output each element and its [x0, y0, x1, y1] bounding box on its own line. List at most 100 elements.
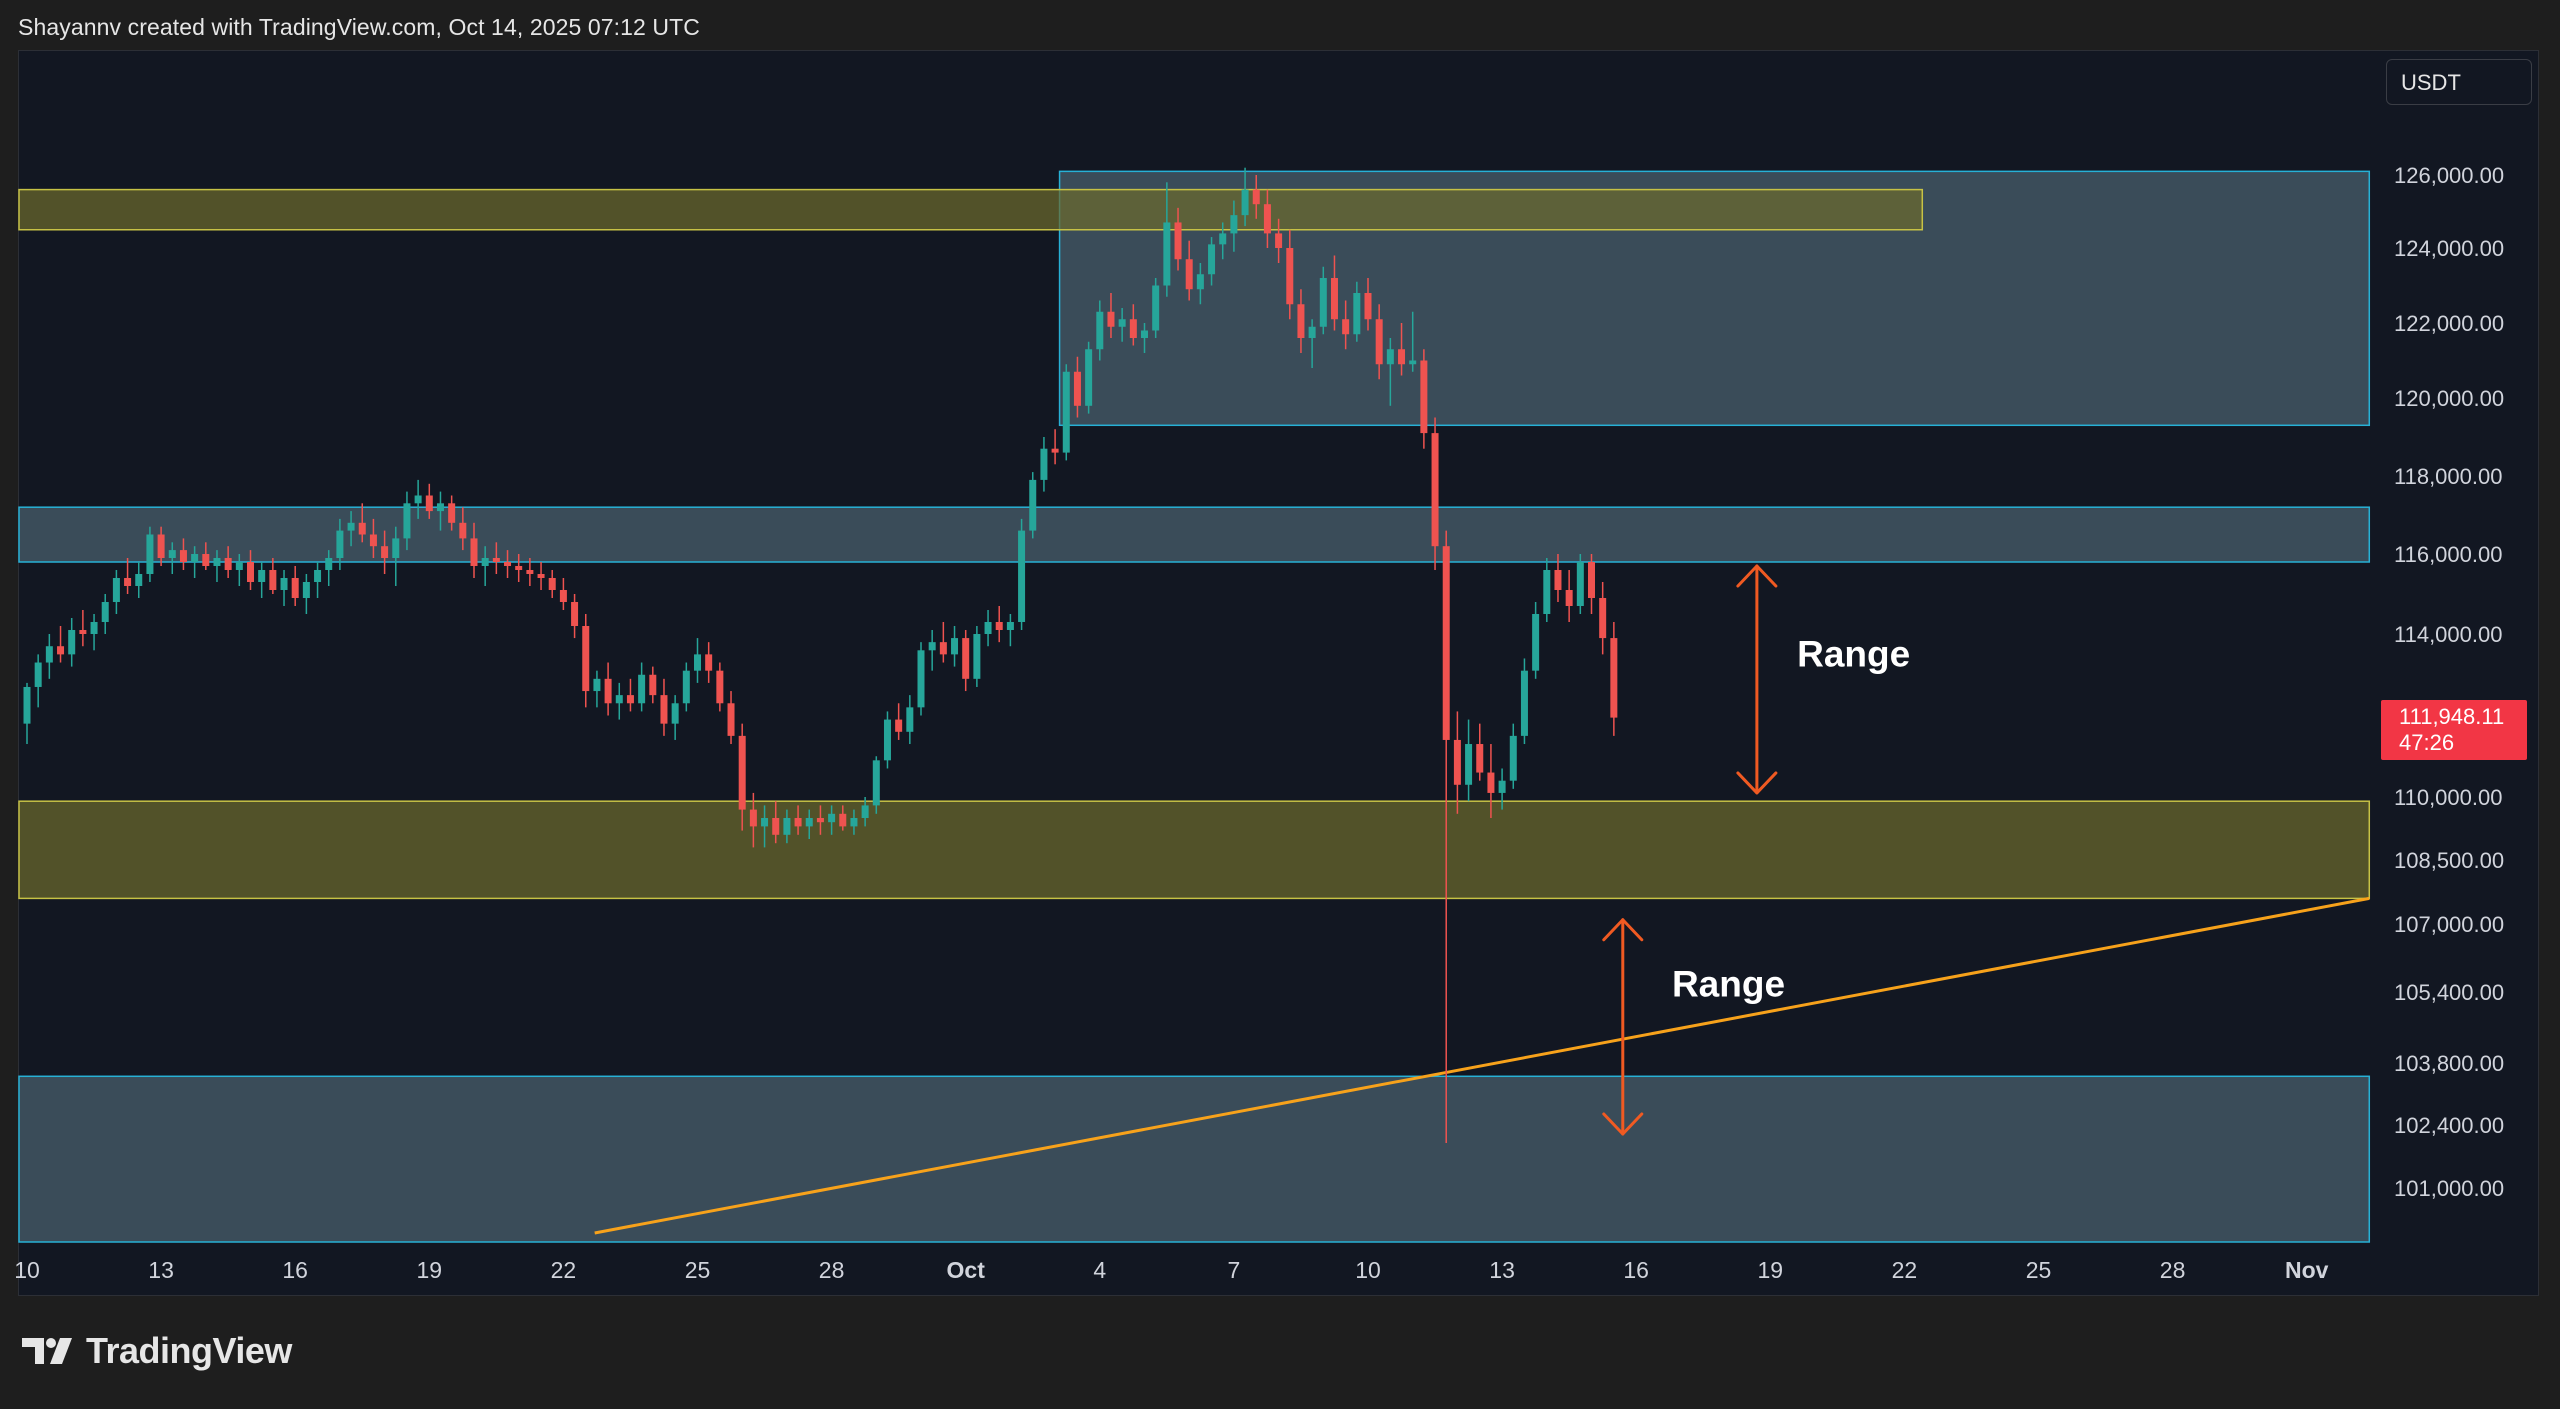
candle: [593, 670, 601, 708]
candle: [168, 542, 176, 574]
range-arrow[interactable]: [1736, 564, 1778, 795]
candle: [1364, 278, 1372, 331]
zones-layer: [18, 170, 2371, 1243]
candle: [1498, 768, 1506, 810]
chart-attribution: Shayannv created with TradingView.com, O…: [18, 14, 700, 40]
candle: [1330, 255, 1338, 331]
x-axis-label: 19: [417, 1257, 443, 1283]
ascending-trendline[interactable]: [594, 896, 2370, 1235]
candle: [1107, 293, 1115, 338]
candle: [1018, 518, 1026, 630]
y-axis: 126,000.00 124,000.00 122,000.00 120,000.00…: [2394, 163, 2504, 1201]
price-chart[interactable]: Range Range 126,000.00 124,000.00 122,000.0…: [0, 0, 2560, 1300]
candle: [749, 792, 757, 848]
candle: [1174, 207, 1182, 271]
x-axis-label: 25: [685, 1257, 711, 1283]
candle: [1509, 723, 1517, 789]
candle: [571, 594, 579, 639]
candle: [783, 809, 791, 844]
candle: [34, 654, 42, 708]
resistance-zone[interactable]: [18, 506, 2371, 563]
candle: [459, 507, 467, 551]
candle: [928, 630, 936, 671]
demand-zone-lower[interactable]: [18, 1075, 2371, 1243]
support-zone[interactable]: [18, 800, 2371, 900]
currency-selector[interactable]: USDT: [2386, 59, 2532, 105]
x-axis-label: Oct: [947, 1257, 986, 1283]
candle: [1554, 554, 1562, 602]
candle: [1520, 658, 1528, 745]
candle: [705, 642, 713, 683]
candle: [649, 666, 657, 704]
candle: [1297, 289, 1305, 353]
x-axis-label: 13: [1489, 1257, 1515, 1283]
candle: [1118, 308, 1126, 342]
candle: [738, 723, 746, 831]
last-price-value: 111,948.11: [2399, 704, 2505, 729]
resistance-zone-top[interactable]: [18, 188, 1924, 231]
candle: [481, 546, 489, 586]
candle: [761, 805, 769, 848]
y-axis-label: 122,000.00: [2394, 311, 2504, 336]
candle: [179, 538, 187, 570]
candle: [1342, 300, 1350, 350]
candle: [861, 797, 869, 827]
x-axis-label: 16: [282, 1257, 308, 1283]
candle: [213, 550, 221, 582]
x-axis-label: 22: [1892, 1257, 1918, 1283]
y-axis-label: 105,400.00: [2394, 980, 2504, 1005]
candle: [1308, 319, 1316, 368]
candle: [1386, 338, 1394, 406]
candle: [1230, 200, 1238, 252]
candle: [1420, 349, 1428, 449]
candle: [68, 618, 76, 667]
candle: [1599, 582, 1607, 655]
candle: [515, 554, 523, 582]
x-axis-label: 10: [1355, 1257, 1381, 1283]
candle: [1353, 281, 1361, 342]
candle: [1219, 222, 1227, 260]
candle: [872, 756, 880, 814]
candle: [135, 562, 143, 598]
candle: [671, 695, 679, 740]
candle: [1476, 723, 1484, 781]
y-axis-label: 103,800.00: [2394, 1051, 2504, 1076]
candle: [939, 622, 947, 663]
candle: [112, 570, 120, 614]
tradingview-logo[interactable]: TradingView: [22, 1330, 292, 1372]
x-axis-label: 10: [14, 1257, 40, 1283]
candle: [805, 809, 813, 839]
candle: [314, 562, 322, 598]
candle: [638, 662, 646, 712]
x-axis-label: 13: [148, 1257, 174, 1283]
candle: [1275, 218, 1283, 263]
candle: [973, 626, 981, 687]
candle: [1208, 237, 1216, 286]
candle: [392, 526, 400, 586]
candle: [1588, 554, 1595, 614]
candle: [660, 678, 668, 736]
range-label: Range: [1797, 634, 1910, 675]
candle: [1129, 304, 1137, 346]
candle: [358, 503, 366, 543]
candle: [772, 801, 780, 844]
candle: [1453, 711, 1461, 814]
candle: [1073, 356, 1081, 418]
candle: [1241, 167, 1249, 227]
candle: [425, 483, 433, 519]
range-arrow[interactable]: [1602, 918, 1644, 1136]
candle: [1096, 300, 1104, 361]
candle: [1185, 240, 1193, 301]
candle: [1431, 417, 1439, 570]
candle: [951, 626, 959, 667]
candle: [1543, 558, 1551, 622]
candle: [369, 518, 377, 558]
candle: [716, 662, 724, 712]
candle: [1141, 323, 1148, 353]
candle: [235, 554, 243, 586]
candle: [90, 614, 98, 651]
candle: [492, 542, 500, 574]
candle: [291, 566, 299, 606]
candle: [191, 546, 199, 578]
y-axis-label: 102,400.00: [2394, 1113, 2504, 1138]
